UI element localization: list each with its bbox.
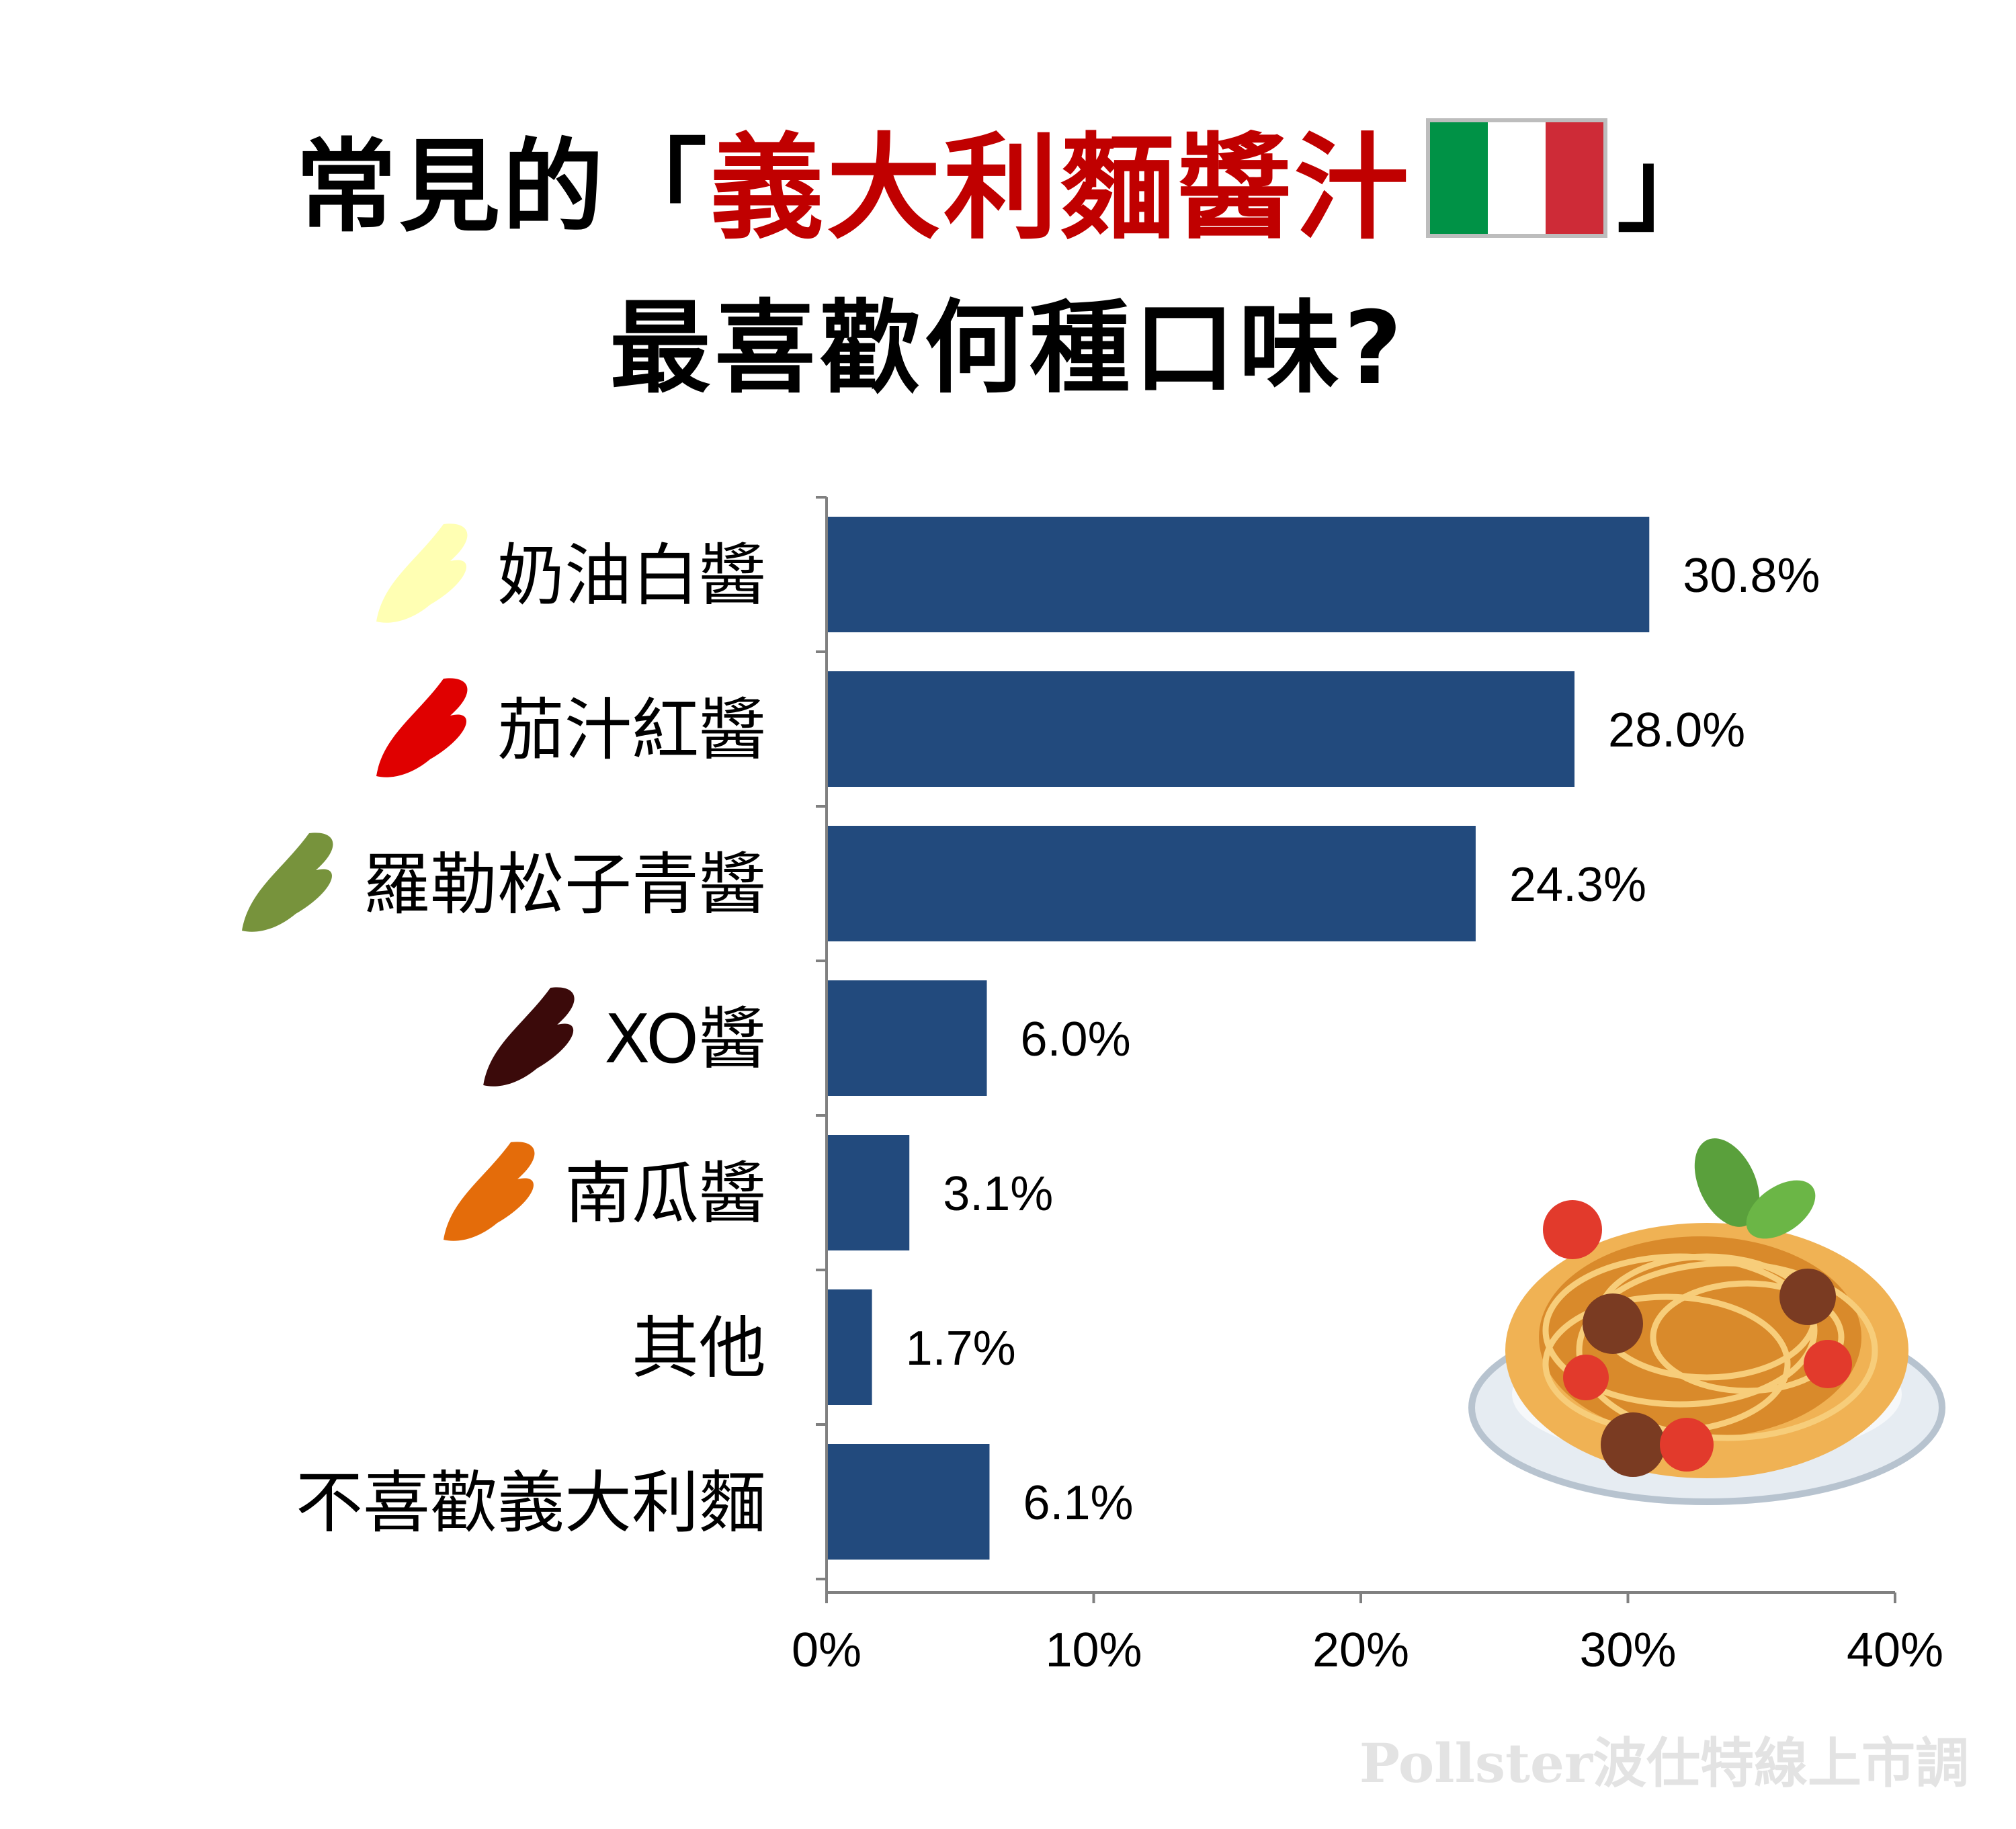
value-label: 1.7% — [906, 1322, 1016, 1375]
swatch-layer — [242, 523, 575, 1241]
bar — [827, 826, 1476, 941]
category-label: 羅勒松子青醬 — [363, 845, 766, 924]
flag-white-stripe — [1488, 122, 1546, 234]
category-label: 不喜歡義大利麵 — [296, 1463, 766, 1542]
title-suffix: 」 — [1617, 128, 1721, 246]
value-label: 28.0% — [1608, 704, 1745, 757]
category-label: 茄汁紅醬 — [497, 691, 766, 769]
flag-green-stripe — [1430, 122, 1488, 234]
value-label: 6.0% — [1021, 1013, 1131, 1066]
bar — [827, 980, 987, 1096]
title-prefix: 常見的「 — [295, 128, 710, 246]
bar — [827, 1444, 990, 1560]
paint-swatch-icon — [483, 987, 575, 1087]
category-label: 其他 — [632, 1309, 766, 1388]
value-label: 30.8% — [1683, 549, 1820, 603]
x-tick-label: 40% — [1847, 1623, 1943, 1677]
paint-swatch-icon — [376, 678, 468, 777]
bar — [827, 671, 1574, 787]
bar — [827, 517, 1650, 632]
value-label: 24.3% — [1509, 858, 1646, 912]
flag-red-stripe — [1546, 122, 1603, 234]
title-highlight: 義大利麵醬汁 — [709, 122, 1411, 255]
x-tick-label: 0% — [792, 1623, 862, 1677]
watermark-text: Pollster波仕特線上市調 — [1359, 1732, 1969, 1795]
category-label: 南瓜醬 — [564, 1154, 766, 1233]
paint-swatch-icon — [376, 523, 468, 623]
x-tick-label: 20% — [1312, 1623, 1409, 1677]
x-tick-label: 10% — [1045, 1623, 1142, 1677]
paint-swatch-icon — [242, 833, 333, 932]
category-label: 奶油白醬 — [497, 536, 766, 615]
value-label: 3.1% — [943, 1167, 1053, 1221]
paint-swatch-icon — [444, 1142, 535, 1241]
bar — [827, 1289, 872, 1405]
category-label: XO醬 — [604, 1000, 766, 1078]
axis-layer: 0% 10% 20% 30% 40% — [792, 496, 1943, 1677]
pasta-plate-illustration — [1468, 1138, 1945, 1505]
bar-layer: 30.8% 奶油白醬 28.0% 茄汁紅醬 24.3% 羅勒松子青醬 6.0% XO醬 3.1%… — [296, 517, 1820, 1560]
chart-title: 常見的「 義大利麵醬汁 」 — [0, 101, 2016, 255]
italy-flag-icon — [1426, 118, 1607, 238]
chart-subtitle: 最喜歡何種口味? — [610, 290, 1406, 407]
x-tick-label: 30% — [1579, 1623, 1676, 1677]
value-label: 6.1% — [1023, 1476, 1133, 1530]
bar — [827, 1135, 910, 1250]
